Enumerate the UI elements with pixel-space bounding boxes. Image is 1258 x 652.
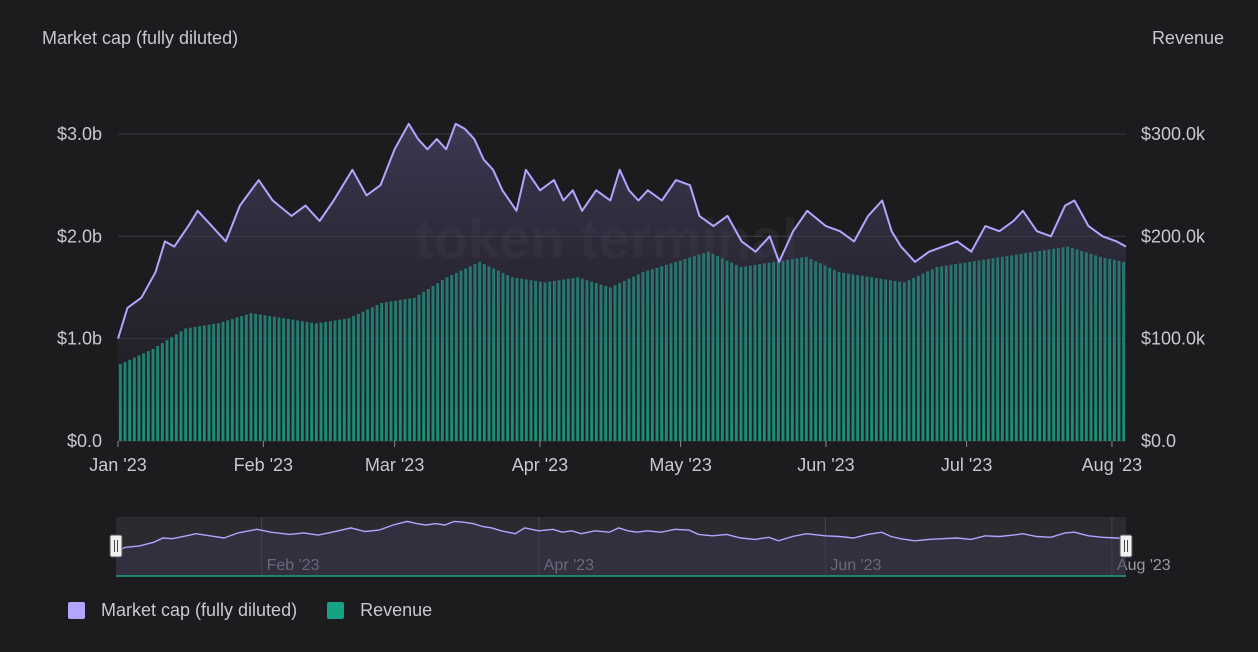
legend-item-revenue[interactable]: Revenue [327,600,432,621]
right-axis-title: Revenue [1151,28,1224,48]
left-axis-title: Market cap (fully diluted) [42,28,239,48]
right-tick-label: $0.0 [1141,431,1176,451]
left-tick-label: $3.0b [57,124,102,144]
right-tick-label: $300.0k [1141,124,1206,144]
x-tick-label: Apr '23 [512,455,568,475]
navigator-label: Aug '23 [1117,557,1171,574]
legend-item-market-cap[interactable]: Market cap (fully diluted) [68,600,297,621]
navigator-area [116,521,1126,576]
market-cap-area [118,123,1126,442]
navigator-line [115,520,1127,553]
legend-label-revenue: Revenue [360,600,433,620]
legend-swatch-market-cap [68,602,85,619]
right-tick-label: $100.0k [1141,329,1206,349]
grip-handle-icon [109,534,123,558]
navigator-handle-right[interactable] [1119,534,1133,558]
x-tick-label: May '23 [649,455,711,475]
x-tick-label: Jan '23 [89,455,146,475]
x-tick-label: Jun '23 [797,455,854,475]
left-tick-label: $0.0 [67,431,102,451]
x-tick-label: Jul '23 [941,455,992,475]
left-tick-label: $1.0b [57,329,102,349]
x-tick-label: Feb '23 [234,455,293,475]
legend: Market cap (fully diluted) Revenue [68,600,462,621]
x-tick-label: Mar '23 [365,455,424,475]
navigator-handle-left[interactable] [109,534,123,558]
legend-label-market-cap: Market cap (fully diluted) [101,600,298,620]
x-tick-label: Aug '23 [1082,455,1143,475]
market-cap-line-path[interactable] [117,122,1127,339]
market-cap-line[interactable] [117,122,1127,442]
legend-swatch-revenue [327,602,345,619]
x-axis: Jan '23 Feb '23 Mar '23 Apr '23 May '23 Jun '… [89,441,1142,475]
right-axis: $0.0 $100.0k $200.0k $300.0k [1141,124,1206,451]
left-tick-label: $2.0b [57,226,102,246]
right-tick-label: $200.0k [1141,226,1206,246]
left-axis: $0.0 $1.0b $2.0b $3.0b [57,124,102,451]
grip-handle-icon [1119,534,1133,558]
